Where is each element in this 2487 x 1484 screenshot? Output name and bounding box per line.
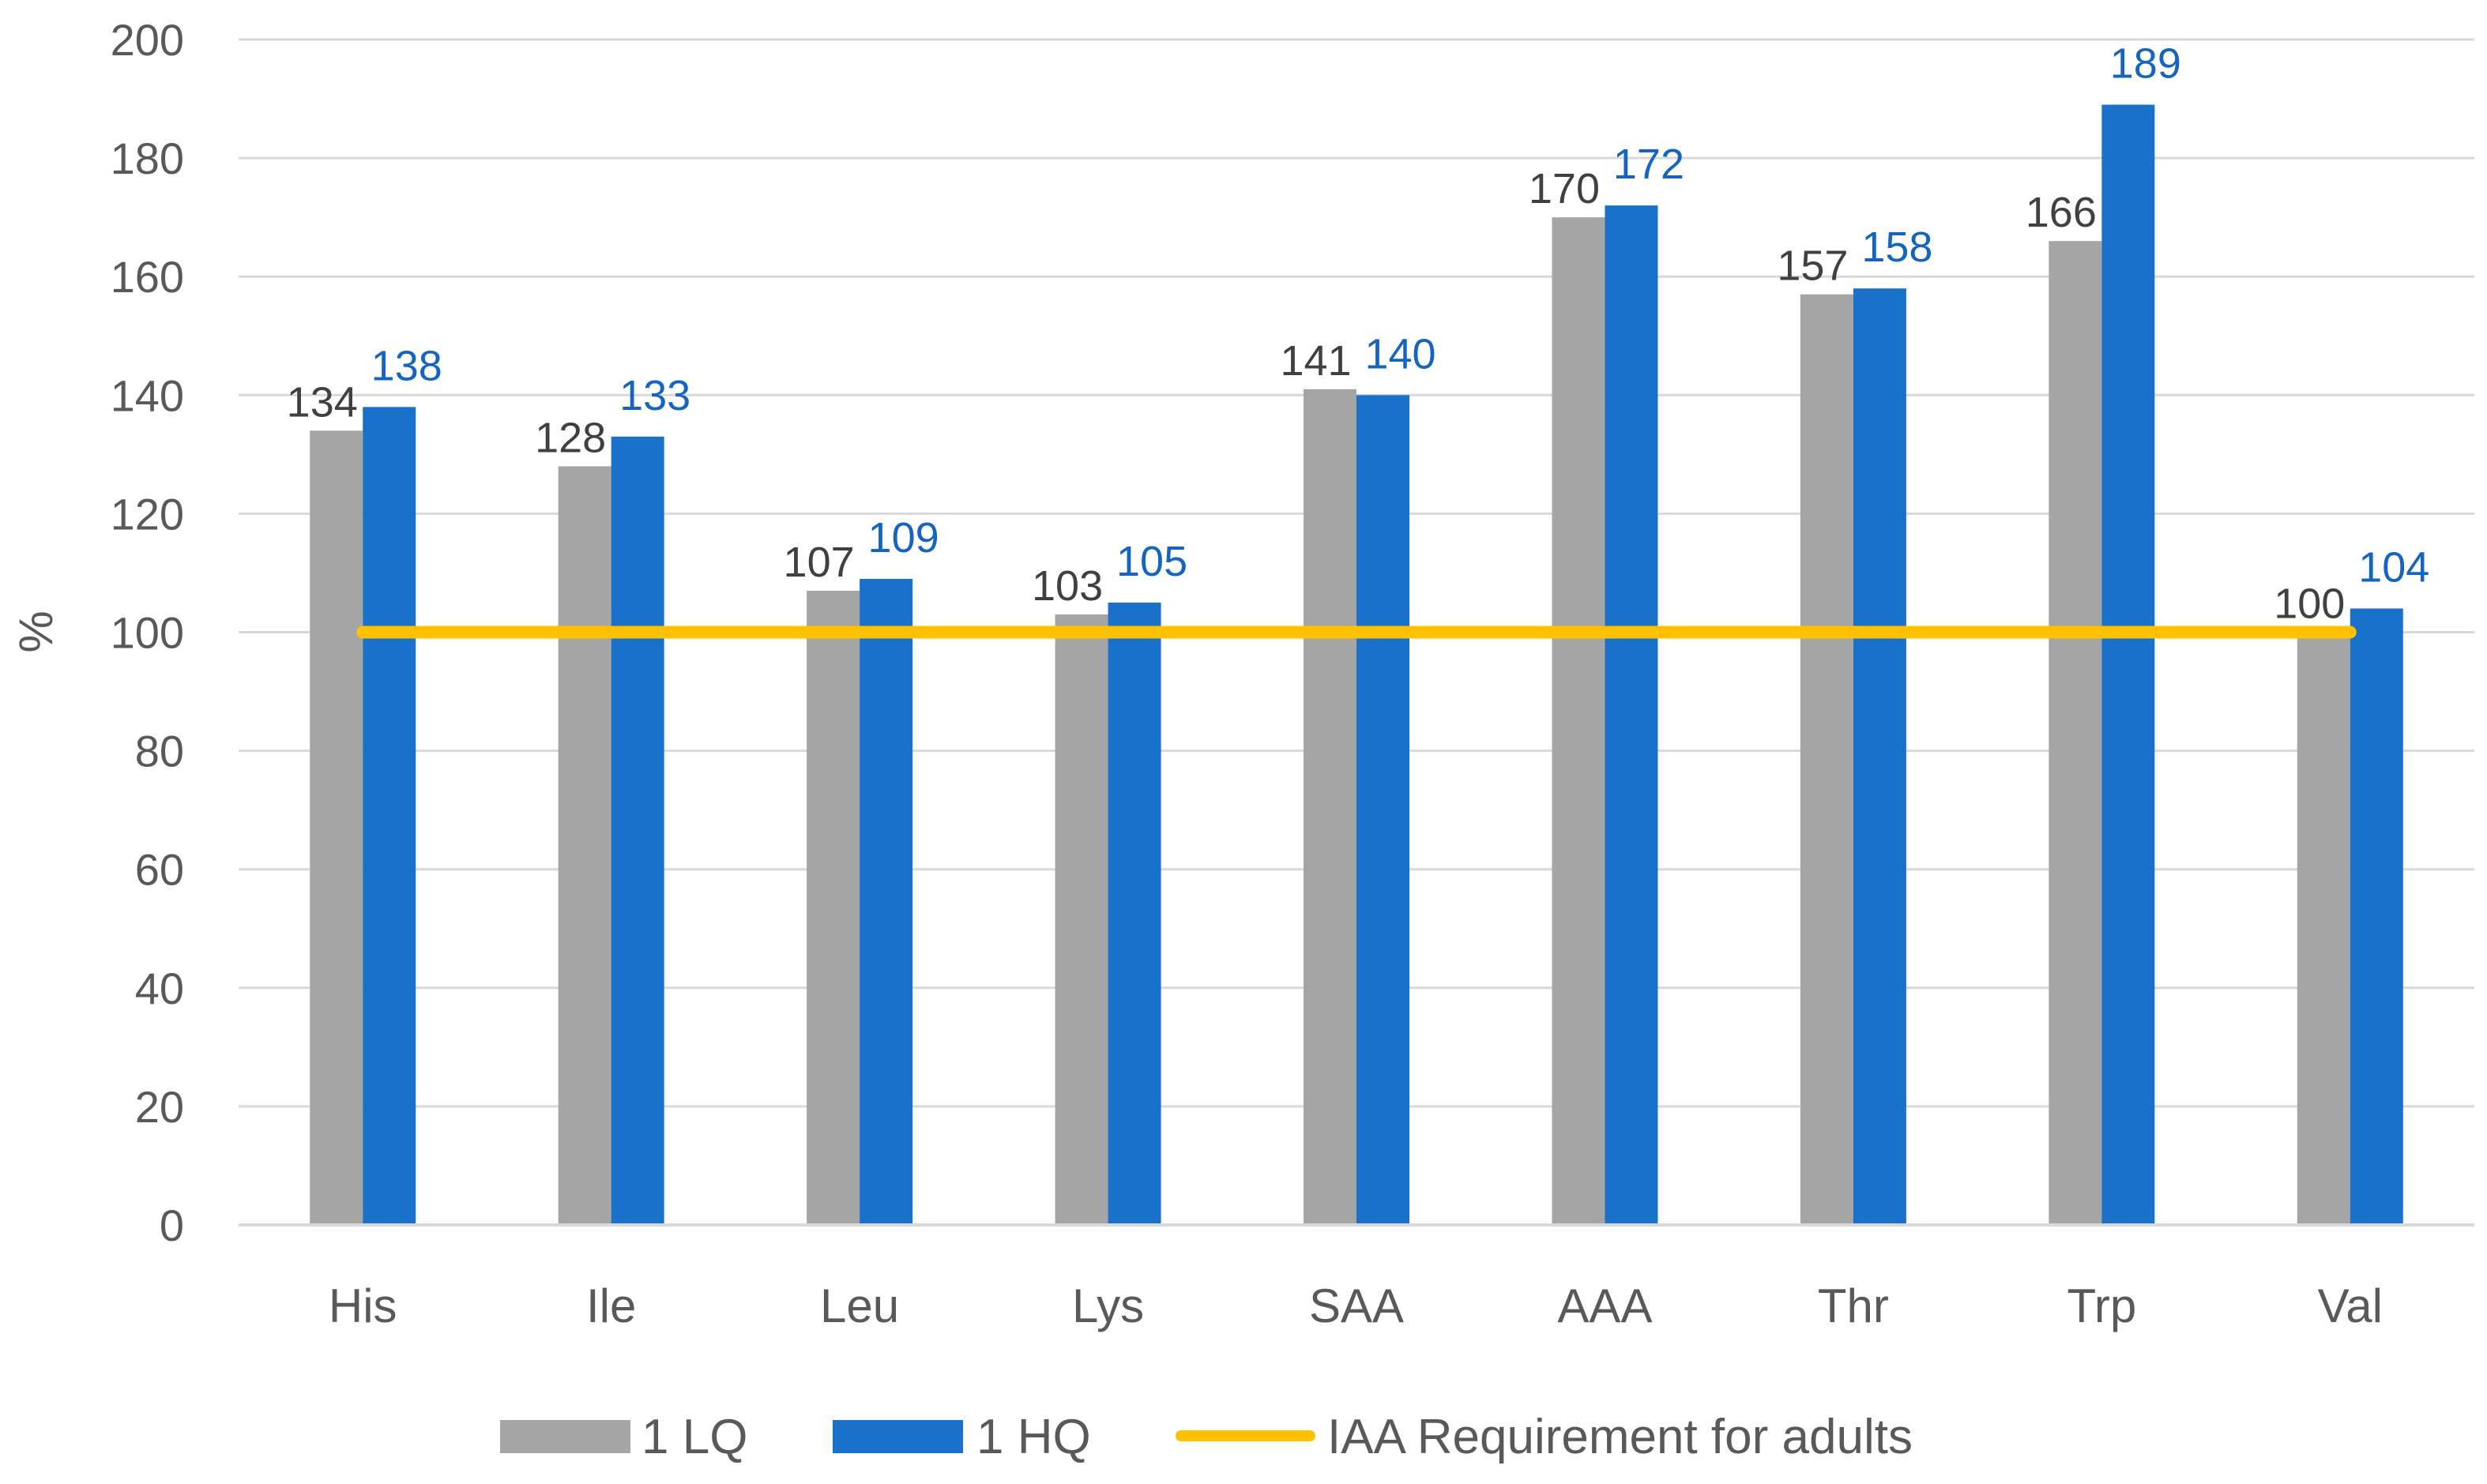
y-tick-label: 100 — [111, 608, 184, 658]
x-tick-label: Thr — [1818, 1279, 1889, 1332]
y-tick-label: 0 — [160, 1200, 184, 1250]
data-label-1-lq: 166 — [2026, 189, 2097, 236]
y-tick-label: 60 — [135, 845, 184, 895]
data-label-1-hq: 189 — [2110, 40, 2181, 88]
y-tick-label: 200 — [111, 15, 184, 65]
x-tick-label: Val — [2318, 1279, 2383, 1332]
bar-1-hq — [363, 407, 416, 1225]
data-label-1-lq: 157 — [1777, 242, 1848, 290]
x-tick-label: AAA — [1557, 1279, 1652, 1332]
y-tick-label: 20 — [135, 1082, 184, 1132]
bar-1-hq — [1605, 205, 1658, 1225]
y-tick-label: 120 — [111, 489, 184, 539]
data-label-1-hq: 138 — [371, 342, 442, 389]
data-label-1-lq: 107 — [784, 539, 855, 586]
legend: 1 LQ 1 HQ IAA Requirement for adults — [500, 1410, 1913, 1464]
legend-label-iaa: IAA Requirement for adults — [1327, 1410, 1913, 1464]
bar-1-hq — [2350, 608, 2403, 1225]
data-label-1-lq: 170 — [1529, 165, 1600, 212]
y-tick-label: 180 — [111, 133, 184, 183]
data-label-1-lq: 128 — [535, 414, 606, 461]
legend-swatch-1-hq — [833, 1420, 963, 1453]
bars — [310, 104, 2403, 1226]
legend-label-1-hq: 1 HQ — [976, 1410, 1091, 1464]
bar-1-lq — [1552, 217, 1605, 1225]
y-tick-label: 140 — [111, 370, 184, 420]
bar-1-lq — [1055, 614, 1108, 1225]
x-tick-label: Leu — [820, 1279, 899, 1332]
x-tick-label: Ile — [586, 1279, 636, 1332]
bar-1-hq — [611, 436, 664, 1225]
data-label-1-hq: 109 — [868, 514, 939, 562]
x-tick-label: Trp — [2067, 1279, 2136, 1332]
data-label-1-hq: 105 — [1116, 538, 1187, 585]
legend-swatch-1-lq — [500, 1420, 630, 1453]
bar-1-lq — [558, 466, 611, 1225]
data-label-1-lq: 103 — [1032, 562, 1103, 610]
data-label-1-hq: 172 — [1613, 141, 1684, 188]
data-label-1-hq: 140 — [1364, 330, 1435, 378]
bar-1-hq — [1853, 288, 1906, 1226]
y-tick-label: 160 — [111, 252, 184, 302]
bar-1-hq — [860, 578, 913, 1225]
y-tick-label: 40 — [135, 964, 184, 1013]
data-label-1-lq: 100 — [2274, 580, 2345, 628]
data-label-1-lq: 141 — [1280, 337, 1351, 385]
bar-1-lq — [807, 590, 860, 1225]
bar-1-lq — [1800, 294, 1853, 1226]
bar-1-hq — [1356, 395, 1409, 1225]
x-tick-label: SAA — [1309, 1279, 1404, 1332]
x-tick-label: Lys — [1072, 1279, 1144, 1332]
y-tick-label: 80 — [135, 727, 184, 776]
x-tick-label: His — [329, 1279, 397, 1332]
bar-1-lq — [2297, 632, 2350, 1225]
data-label-1-hq: 133 — [619, 372, 690, 419]
bar-1-lq — [2049, 241, 2102, 1225]
bar-1-lq — [310, 430, 363, 1225]
data-label-1-lq: 134 — [287, 378, 358, 426]
bar-1-hq — [1108, 602, 1161, 1225]
data-labels: 134 138 128 133 107 109 103 105 141 140 170 172 157 1… — [287, 40, 2430, 628]
axes: 0 20 40 60 80 100 120 140 160 180 200% His Ile Leu Lys… — [9, 15, 2474, 1332]
bar-1-hq — [2101, 104, 2155, 1226]
data-label-1-hq: 104 — [2358, 543, 2429, 591]
bar-1-lq — [1304, 389, 1356, 1225]
y-axis-title: % — [9, 611, 62, 652]
legend-label-1-lq: 1 LQ — [642, 1410, 747, 1464]
data-label-1-hq: 158 — [1861, 224, 1932, 271]
